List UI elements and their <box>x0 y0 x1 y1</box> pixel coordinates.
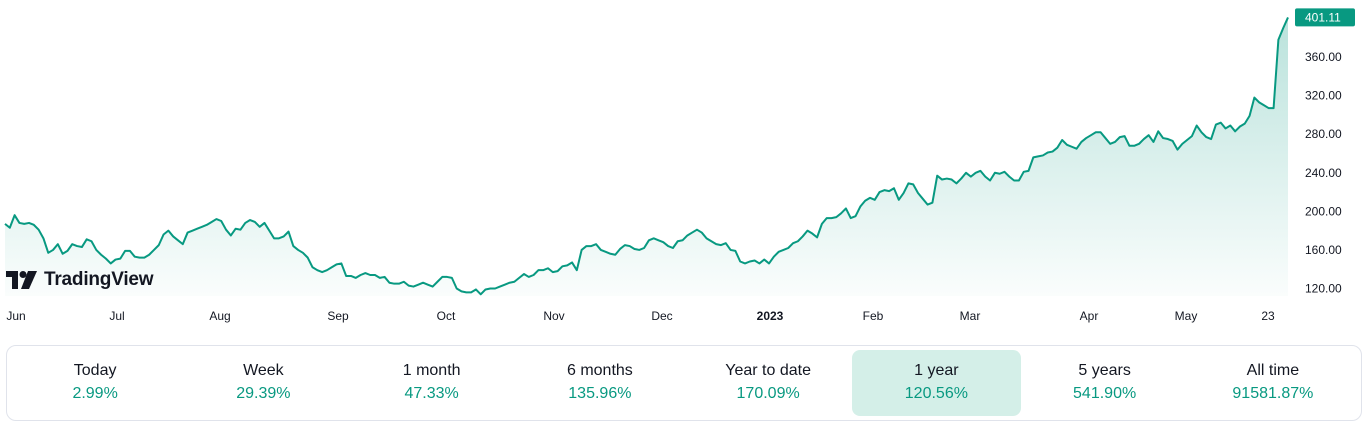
tradingview-logo-icon <box>6 271 37 289</box>
y-tick-label: 120.00 <box>1305 282 1342 296</box>
x-tick-label: May <box>1175 309 1198 323</box>
x-tick-label: Jun <box>6 309 25 323</box>
y-tick-label: 320.00 <box>1305 89 1342 103</box>
period-value: 91581.87% <box>1232 385 1314 402</box>
x-tick-label: Apr <box>1080 309 1099 323</box>
last-price-tag <box>1295 8 1355 27</box>
period-all-time[interactable]: All time 91581.87% <box>1189 350 1357 416</box>
period-value: 2.99% <box>72 385 118 402</box>
performance-periods: Today 2.99% Week 29.39% 1 month 47.33% 6… <box>6 345 1362 421</box>
price-chart-svg[interactable]: 120.00 160.00 200.00 240.00 280.00 320.00 360.… <box>0 0 1371 332</box>
period-value: 170.09% <box>736 385 800 402</box>
y-tick-label: 360.00 <box>1305 50 1342 64</box>
x-tick-label: Oct <box>437 309 456 323</box>
period-label: Today <box>73 362 117 379</box>
period-6-months[interactable]: 6 months 135.96% <box>516 350 684 416</box>
period-value: 541.90% <box>1073 385 1137 402</box>
x-tick-label: Nov <box>543 309 564 323</box>
period-5-years[interactable]: 5 years 541.90% <box>1021 350 1189 416</box>
y-tick-label: 280.00 <box>1305 127 1342 141</box>
y-tick-label: 240.00 <box>1305 166 1342 180</box>
tradingview-logo-text: TradingView <box>44 269 154 290</box>
price-line <box>4 17 1289 296</box>
x-tick-label: Feb <box>863 309 884 323</box>
period-today[interactable]: Today 2.99% <box>11 350 179 416</box>
period-week[interactable]: Week 29.39% <box>179 350 347 416</box>
x-tick-label: 2023 <box>757 309 784 323</box>
price-area-fill <box>5 17 1288 297</box>
period-label: 1 year <box>914 362 959 379</box>
period-year-to-date[interactable]: Year to date 170.09% <box>684 350 852 416</box>
period-label: Year to date <box>725 362 811 379</box>
y-tick-label: 160.00 <box>1305 243 1342 257</box>
price-chart[interactable]: 120.00 160.00 200.00 240.00 280.00 320.00 360.… <box>0 0 1371 332</box>
x-tick-label: Dec <box>651 309 672 323</box>
period-label: Week <box>243 362 284 379</box>
x-tick-label: 23 <box>1261 309 1275 323</box>
y-tick-label: 200.00 <box>1305 204 1342 218</box>
period-label: All time <box>1246 362 1300 379</box>
period-value: 120.56% <box>904 385 968 402</box>
period-value: 47.33% <box>404 385 459 402</box>
x-tick-label: Sep <box>327 309 349 323</box>
period-label: 1 month <box>402 362 461 379</box>
period-label: 6 months <box>566 362 633 379</box>
period-label: 5 years <box>1078 362 1131 379</box>
period-1-year[interactable]: 1 year 120.56% <box>852 350 1021 416</box>
period-value: 135.96% <box>568 385 632 402</box>
x-tick-label: Jul <box>109 309 124 323</box>
x-tick-label: Mar <box>960 309 981 323</box>
period-1-month[interactable]: 1 month 47.33% <box>348 350 516 416</box>
x-tick-label: Aug <box>209 309 230 323</box>
last-price-label: 401.11 <box>1305 10 1341 24</box>
period-value: 29.39% <box>236 385 291 402</box>
tradingview-logo: TradingView <box>6 268 154 292</box>
